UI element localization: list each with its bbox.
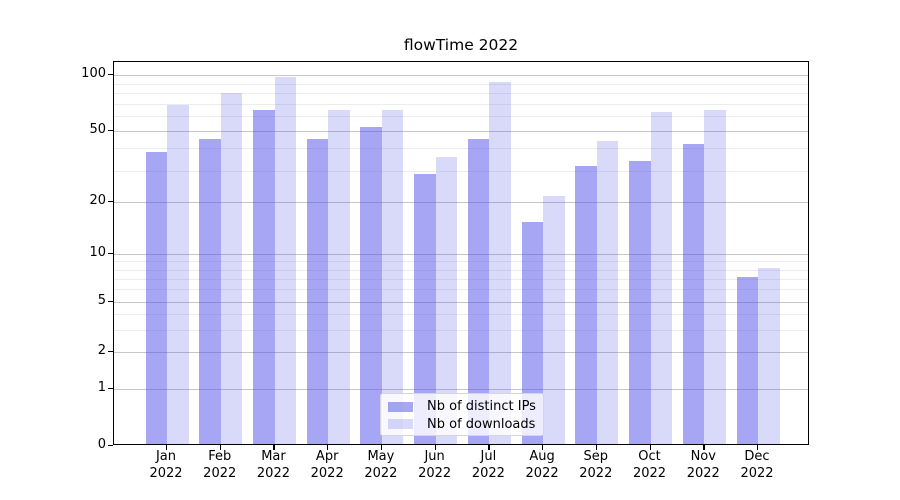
- legend-label-downloads: Nb of downloads: [427, 416, 536, 432]
- y-tick-mark-2: [108, 351, 113, 353]
- y-tick-mark-1: [108, 388, 113, 390]
- y-tick-mark-20: [108, 201, 113, 203]
- y-tick-label-20: 20: [89, 193, 106, 208]
- y-tick-mark-5: [108, 301, 113, 303]
- x-tick-mark-mar: [273, 445, 275, 450]
- x-tick-mark-oct: [649, 445, 651, 450]
- plot-area: Nb of distinct IPs Nb of downloads: [113, 61, 809, 445]
- bar-distinct-ips-sep: [575, 166, 597, 444]
- x-tick-label-jul: Jul 2022: [471, 449, 505, 481]
- gridline-major-50: [114, 131, 808, 132]
- gridline-major-20: [114, 202, 808, 203]
- bar-downloads-dec: [758, 267, 780, 444]
- x-tick-label-sep: Sep 2022: [579, 449, 613, 481]
- bar-downloads-may: [381, 110, 404, 444]
- x-tick-mark-aug: [542, 445, 544, 450]
- x-tick-label-mar: Mar 2022: [256, 449, 290, 481]
- bar-downloads-jul: [489, 81, 511, 444]
- gridline-minor-60: [114, 116, 808, 118]
- y-tick-mark-0: [108, 445, 113, 447]
- y-tick-label-5: 5: [97, 293, 106, 308]
- x-tick-mark-sep: [595, 445, 598, 450]
- y-tick-label-1: 1: [97, 380, 106, 395]
- gridline-minor-7: [114, 278, 808, 280]
- bar-distinct-ips-oct: [629, 161, 651, 444]
- gridline-minor-6: [114, 289, 808, 291]
- y-tick-label-50: 50: [89, 122, 106, 137]
- y-tick-label-10: 10: [89, 245, 106, 260]
- y-tick-mark-10: [108, 253, 113, 255]
- y-tick-label-2: 2: [97, 343, 106, 358]
- legend-swatch-downloads: [388, 419, 413, 430]
- gridline-major-1: [114, 389, 808, 390]
- legend-row-distinct-ips: Nb of distinct IPs: [388, 398, 536, 416]
- x-tick-mark-jan: [166, 445, 168, 450]
- bar-distinct-ips-jul: [467, 138, 490, 444]
- bar-downloads-mar: [274, 77, 296, 444]
- chart-title: flowTime 2022: [403, 36, 519, 54]
- bar-distinct-ips-mar: [253, 110, 275, 444]
- gridline-minor-4: [114, 314, 808, 316]
- x-tick-label-oct: Oct 2022: [632, 449, 667, 481]
- x-tick-label-aug: Aug 2022: [525, 449, 559, 481]
- bar-downloads-oct: [650, 111, 672, 444]
- bar-distinct-ips-jun: [414, 173, 436, 444]
- x-tick-mark-nov: [703, 445, 705, 450]
- bar-distinct-ips-feb: [199, 138, 221, 444]
- bar-downloads-jun: [435, 156, 458, 444]
- x-tick-mark-may: [380, 445, 383, 450]
- x-tick-label-apr: Apr 2022: [310, 449, 344, 481]
- bar-distinct-ips-nov: [682, 144, 705, 444]
- gridline-minor-40: [114, 148, 808, 150]
- legend-label-distinct-ips: Nb of distinct IPs: [427, 399, 536, 415]
- x-tick-label-may: May 2022: [364, 449, 398, 481]
- gridline-major-100: [114, 75, 808, 76]
- gridline-major-10: [114, 254, 808, 255]
- bar-distinct-ips-dec: [736, 276, 758, 444]
- bar-distinct-ips-jan: [145, 152, 167, 444]
- x-tick-mark-jul: [488, 445, 490, 450]
- x-tick-mark-dec: [757, 445, 759, 450]
- y-tick-label-0: 0: [97, 437, 106, 452]
- gridline-minor-80: [114, 93, 808, 94]
- bar-downloads-nov: [704, 110, 726, 444]
- bar-downloads-jan: [167, 105, 189, 444]
- gridlines-layer: [114, 62, 808, 444]
- gridline-minor-9: [114, 261, 808, 263]
- legend-swatch-distinct-ips: [388, 401, 413, 412]
- gridline-minor-3: [114, 329, 808, 331]
- legend-row-downloads: Nb of downloads: [388, 416, 536, 434]
- bar-distinct-ips-aug: [521, 221, 544, 444]
- legend: Nb of distinct IPs Nb of downloads: [380, 393, 544, 436]
- x-tick-mark-jun: [434, 445, 436, 450]
- x-tick-label-nov: Nov 2022: [686, 449, 720, 481]
- x-tick-label-jan: Jan 2022: [149, 449, 183, 481]
- gridline-minor-70: [114, 103, 808, 105]
- bar-downloads-aug: [543, 196, 565, 444]
- bar-downloads-apr: [328, 110, 350, 444]
- bar-downloads-sep: [596, 140, 619, 444]
- bar-distinct-ips-apr: [306, 138, 329, 444]
- gridline-major-5: [114, 302, 808, 303]
- x-tick-label-dec: Dec 2022: [740, 449, 774, 481]
- bar-downloads-feb: [220, 93, 243, 444]
- gridline-major-2: [114, 352, 808, 353]
- x-tick-label-jun: Jun 2022: [418, 449, 452, 481]
- x-tick-mark-apr: [327, 445, 329, 450]
- x-tick-label-feb: Feb 2022: [203, 449, 237, 481]
- gridline-minor-8: [114, 269, 808, 271]
- y-tick-mark-50: [108, 130, 113, 132]
- x-tick-mark-feb: [219, 445, 222, 450]
- gridline-minor-30: [114, 170, 808, 172]
- gridline-minor-90: [114, 83, 808, 85]
- y-tick-label-100: 100: [81, 66, 106, 81]
- bar-distinct-ips-may: [360, 127, 382, 444]
- y-tick-mark-100: [108, 74, 113, 76]
- bars-layer: [114, 62, 808, 444]
